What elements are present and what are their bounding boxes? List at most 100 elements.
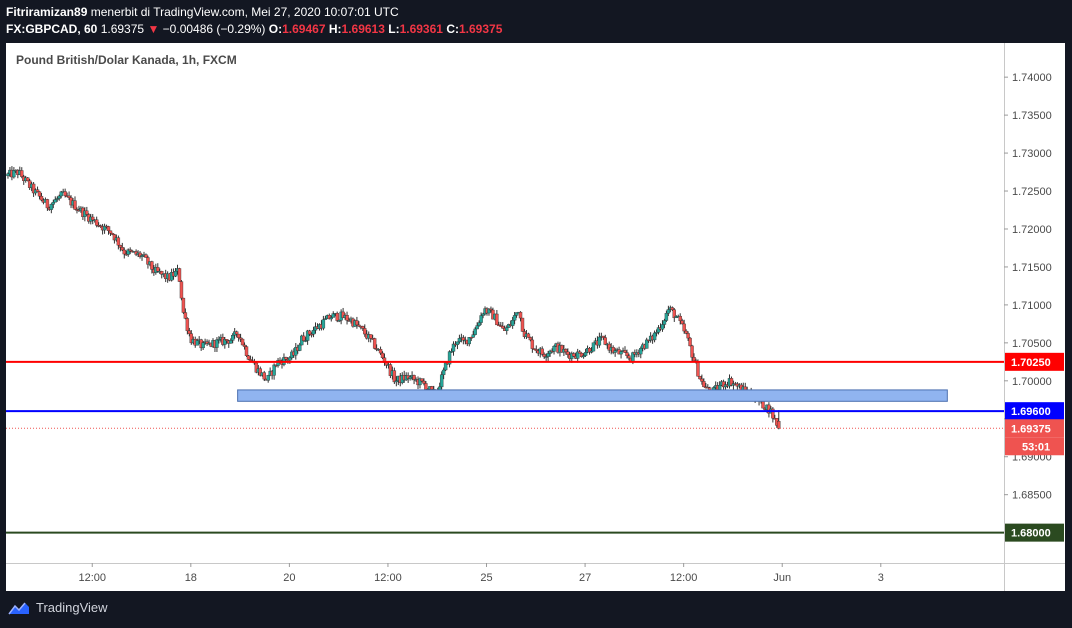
chart-area[interactable]: 1.74000 1.73500 1.73000 1.72500 1.72000 1.715… (6, 43, 1065, 591)
x-tick-label: 12:00 (78, 572, 106, 584)
author-name[interactable]: Fitriramizan89 (6, 5, 88, 19)
candle-body (146, 257, 150, 265)
candle-body (234, 331, 239, 335)
x-tick-label: 25 (480, 572, 492, 584)
candle-body (122, 249, 126, 255)
tradingview-logo-icon[interactable] (8, 601, 30, 615)
target-price-tag (1005, 523, 1064, 542)
publish-line: Fitriramizan89 menerbit di TradingView.c… (6, 5, 399, 19)
candle-body (702, 381, 706, 388)
footer: TradingView (8, 600, 108, 615)
candle-body (664, 313, 669, 321)
candle-body (455, 341, 460, 345)
candle-body (183, 312, 188, 319)
candle-body (589, 350, 594, 353)
tradingview-brand[interactable]: TradingView (36, 600, 108, 615)
y-tick-label: 1.71000 (1012, 300, 1052, 312)
candle-body (272, 364, 276, 376)
candle-body (451, 343, 456, 352)
candle-body (266, 375, 270, 381)
candle-body (144, 254, 148, 258)
candle-body (672, 309, 676, 319)
symbol-interval: FX:GBPCAD, 60 (6, 22, 98, 36)
candle-body (372, 338, 377, 349)
support-price-label: 1.69600 (1011, 406, 1051, 418)
countdown-label: 53:01 (1022, 441, 1050, 453)
x-tick-label: 12:00 (670, 572, 698, 584)
candle-body (6, 173, 10, 177)
candle-body (321, 319, 326, 329)
candle-body (575, 351, 580, 359)
y-tick-label: 1.72000 (1012, 224, 1052, 236)
candle-body (520, 317, 525, 332)
candle-body (177, 268, 182, 282)
high-value: 1.69613 (341, 22, 385, 36)
candle-body (552, 345, 556, 352)
candle-body (566, 351, 570, 355)
candle-body (392, 370, 397, 383)
candle-body (242, 344, 247, 347)
candle-body (378, 349, 383, 354)
candle-body (505, 327, 509, 331)
candle-body (49, 204, 54, 210)
resistance-price-label: 1.70250 (1011, 357, 1051, 369)
candle-body (91, 216, 95, 221)
countdown-tag (1005, 437, 1064, 456)
y-tick-label: 1.74000 (1012, 72, 1052, 84)
candle-body (473, 328, 477, 335)
candle-body (150, 261, 154, 270)
candle-body (120, 247, 125, 251)
candle-body (311, 329, 316, 335)
candle-body (25, 177, 30, 181)
support-price-tag (1005, 402, 1064, 421)
candle-body (59, 191, 63, 197)
x-tick-label: 18 (185, 572, 197, 584)
candle-body (85, 210, 89, 215)
candle-body (603, 337, 607, 345)
candle-body (173, 271, 178, 277)
candle-body (564, 349, 568, 352)
candle-body (118, 245, 123, 248)
candle-body (597, 336, 602, 346)
close-value: 1.69375 (458, 22, 503, 36)
y-tick-label: 1.73500 (1012, 110, 1052, 122)
candle-body (307, 330, 312, 335)
candle-body (116, 237, 121, 246)
candle-body (495, 313, 499, 326)
candle-body (284, 357, 288, 360)
candle-body (613, 350, 617, 353)
candle-body (682, 323, 686, 332)
y-tick-label: 1.72500 (1012, 186, 1052, 198)
candle-body (530, 339, 535, 349)
candle-body (526, 333, 531, 338)
price-change: −0.00486 (−0.29%) (162, 22, 266, 36)
candle-body (108, 230, 113, 234)
candle-body (422, 380, 426, 384)
candle-body (528, 337, 533, 341)
candle-body (94, 219, 99, 226)
candle-body (514, 312, 519, 316)
candle-body (518, 311, 523, 319)
candle-body (355, 320, 359, 326)
candle-body (201, 342, 205, 349)
candle-body (37, 191, 42, 197)
candle-body (45, 199, 50, 209)
candle-body (680, 320, 684, 325)
candle-body (51, 202, 56, 205)
y-tick-label: 1.70000 (1012, 376, 1052, 388)
candle-body (623, 350, 627, 353)
candle-body (639, 348, 643, 355)
chart-canvas[interactable]: 1.74000 1.73500 1.73000 1.72500 1.72000 1.715… (6, 43, 1065, 591)
candle-body (156, 267, 160, 272)
candle-body (512, 315, 517, 321)
current-price-tag (1005, 419, 1064, 438)
candle-body (644, 339, 649, 349)
y-tick-label: 1.71500 (1012, 262, 1052, 274)
low-label: L: (388, 22, 400, 36)
candle-body (53, 199, 57, 203)
candle-body (231, 334, 235, 341)
down-arrow-icon: ▼ (147, 22, 160, 36)
close-label: C: (446, 22, 459, 36)
y-tick-label: 1.70500 (1012, 338, 1052, 350)
candle-body (481, 313, 485, 316)
